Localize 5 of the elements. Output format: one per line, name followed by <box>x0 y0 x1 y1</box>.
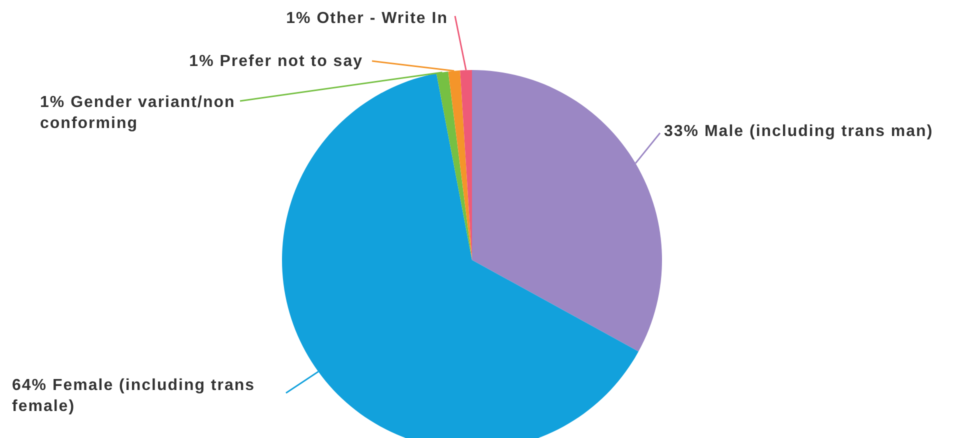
slice-label: 1% Prefer not to say <box>189 53 363 70</box>
slice-label: 1% Gender variant/non conforming <box>40 94 236 132</box>
slice-label: 33% Male (including trans man) <box>664 123 934 140</box>
legend-label: 64% Female (including trans female) <box>12 377 256 415</box>
slice-label: 1% Other - Write In <box>286 10 448 27</box>
